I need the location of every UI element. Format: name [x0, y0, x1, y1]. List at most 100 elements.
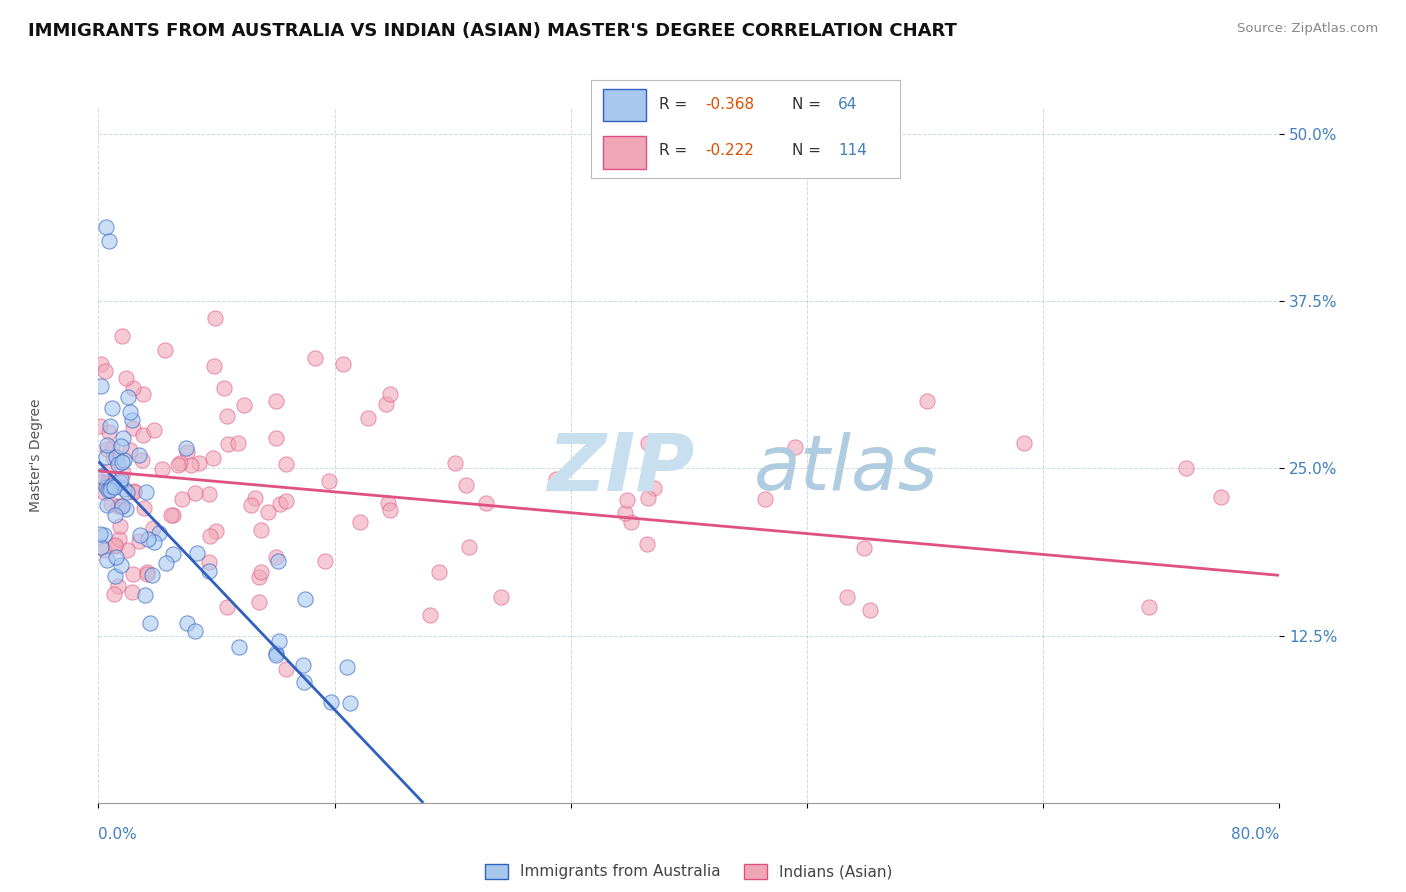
Point [783, 440, 806, 454]
Point [620, 515, 643, 529]
Point [292, 658, 315, 673]
Point [89, 527, 111, 541]
Point [188, 456, 211, 470]
Point [108, 532, 131, 546]
Point [198, 487, 221, 501]
Point [232, 398, 254, 412]
Text: N =: N = [792, 97, 825, 112]
Point [321, 695, 343, 709]
Point [852, 541, 875, 555]
Point [349, 515, 371, 529]
Point [97, 234, 120, 248]
Point [294, 592, 316, 607]
Point [104, 569, 127, 583]
Point [444, 457, 467, 471]
Text: ZIP: ZIP [547, 430, 695, 508]
Point [121, 381, 143, 395]
Point [212, 380, 235, 394]
Point [204, 311, 226, 326]
Point [96, 553, 118, 567]
Point [136, 532, 159, 546]
Point [336, 660, 359, 674]
Point [332, 357, 354, 371]
Y-axis label: Master's Degree: Master's Degree [30, 398, 42, 512]
Text: 64: 64 [838, 97, 858, 112]
Point [174, 442, 197, 456]
Point [176, 615, 198, 630]
Point [456, 478, 478, 492]
Point [115, 371, 138, 385]
Legend: Immigrants from Australia, Indians (Asian): Immigrants from Australia, Indians (Asia… [479, 857, 898, 886]
Point [1209, 490, 1232, 504]
Point [250, 565, 273, 579]
Point [419, 607, 441, 622]
Point [104, 508, 127, 522]
Point [90, 469, 112, 483]
Point [1174, 461, 1197, 475]
Point [172, 492, 194, 507]
Point [121, 567, 143, 582]
Point [90, 540, 112, 554]
Point [115, 484, 138, 499]
Point [131, 452, 153, 467]
Point [96, 442, 118, 456]
Point [250, 524, 273, 538]
Point [143, 423, 166, 437]
Point [150, 461, 173, 475]
Point [122, 483, 145, 498]
Point [101, 450, 124, 464]
Point [546, 472, 568, 486]
Point [247, 595, 270, 609]
Point [217, 409, 239, 424]
Point [138, 615, 160, 630]
Point [103, 480, 125, 494]
Point [837, 590, 859, 604]
Point [148, 525, 170, 540]
Point [1012, 436, 1035, 450]
Point [134, 588, 156, 602]
Point [616, 492, 638, 507]
Point [318, 474, 340, 488]
FancyBboxPatch shape [603, 89, 647, 121]
Point [93, 542, 115, 557]
Point [266, 648, 288, 662]
Point [110, 472, 132, 486]
Point [292, 675, 315, 690]
Point [90, 378, 112, 392]
Point [104, 549, 127, 564]
Point [107, 579, 129, 593]
Point [107, 500, 129, 514]
Point [105, 450, 128, 464]
Point [104, 539, 127, 553]
Point [167, 458, 190, 473]
Text: 114: 114 [838, 144, 868, 159]
Point [180, 458, 202, 472]
Point [264, 550, 287, 565]
Point [264, 646, 287, 660]
Point [132, 500, 155, 515]
Text: N =: N = [792, 144, 825, 159]
Point [114, 502, 136, 516]
Point [142, 521, 165, 535]
Point [217, 436, 239, 450]
Point [135, 567, 157, 582]
Point [96, 498, 118, 512]
Point [100, 497, 122, 511]
Point [357, 411, 380, 425]
Point [100, 479, 122, 493]
Point [274, 457, 297, 471]
Point [108, 475, 131, 490]
Point [97, 483, 120, 497]
Point [915, 393, 938, 408]
Point [228, 640, 250, 654]
Point [378, 503, 401, 517]
Point [859, 603, 882, 617]
Point [110, 519, 132, 533]
Point [98, 419, 121, 434]
Point [202, 451, 225, 466]
Point [267, 554, 290, 568]
Point [97, 425, 120, 439]
Point [226, 436, 249, 450]
Point [121, 585, 143, 599]
Point [162, 508, 184, 523]
